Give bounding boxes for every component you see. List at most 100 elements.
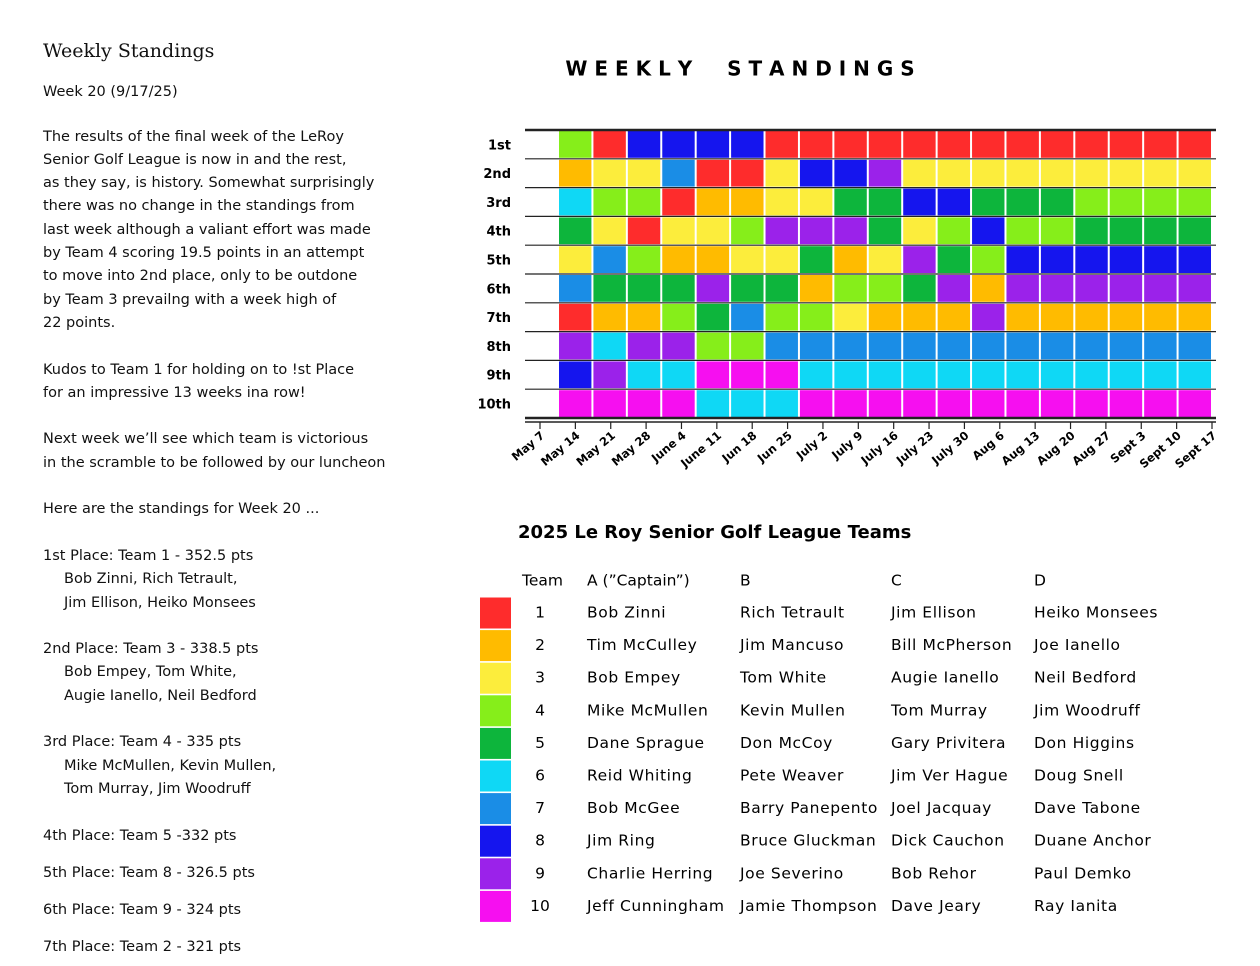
week-line: Week 20 (9/17/25): [43, 84, 178, 101]
player-name: Bob Zinni: [587, 604, 666, 622]
player-name: Bob McGee: [587, 799, 680, 817]
date-label: July 2: [793, 428, 830, 462]
player-name: Don Higgins: [1034, 734, 1135, 752]
rank-cell: [937, 332, 971, 360]
rank-cell: [662, 361, 695, 389]
rank-cell: [662, 188, 695, 216]
player-name: Doug Snell: [1034, 767, 1124, 785]
rank-cell: [662, 332, 695, 360]
rank-cell: [799, 361, 833, 389]
rank-cell: [696, 188, 730, 216]
rank-cell: [662, 303, 695, 331]
rank-cell: [765, 188, 798, 216]
rank-label: 7th: [486, 311, 511, 326]
team-number: 7: [535, 799, 545, 817]
rank-cell: [559, 361, 592, 389]
rank-cell: [1006, 246, 1039, 273]
place-line: 1st Place: Team 1 - 352.5 pts: [43, 547, 254, 564]
team-swatch: [480, 825, 511, 857]
text-line: 22 points.: [43, 314, 116, 331]
player-name: Joe Severino: [739, 864, 844, 882]
rank-cell: [1109, 390, 1143, 417]
rank-cell: [868, 188, 902, 216]
date-label: Jun 18: [718, 428, 759, 466]
rank-cell: [868, 159, 902, 187]
text-line: for an impressive 13 weeks ina row!: [43, 384, 306, 401]
standing: 7th Place: Team 2 - 321 pts: [43, 936, 443, 959]
rank-cell: [1178, 246, 1211, 273]
rank-cell: [1109, 159, 1143, 187]
rank-cell: [834, 361, 867, 389]
player-name: Bill McPherson: [891, 636, 1012, 654]
place-line: 4th Place: Team 5 -332 pts: [43, 827, 237, 844]
rank-cell: [903, 275, 936, 302]
date-label: July 23: [893, 428, 936, 468]
place-line: 6th Place: Team 9 - 324 pts: [43, 902, 242, 919]
player-name: Tom White: [739, 669, 827, 687]
rank-cell: [1178, 332, 1211, 360]
player-name: Joel Jacquay: [890, 799, 992, 817]
text-line: in the scramble to be followed by our lu…: [43, 454, 386, 471]
text-line: Next week we’ll see which team is victor…: [43, 431, 369, 448]
rank-cell: [1075, 159, 1108, 187]
player-name: Dick Cauchon: [891, 832, 1005, 850]
rank-cell: [1178, 275, 1211, 302]
rank-cell: [662, 275, 695, 302]
rank-cell: [937, 275, 971, 302]
standing: 4th Place: Team 5 -332 pts: [43, 825, 443, 848]
table-header: B: [740, 572, 751, 590]
rank-cell: [1144, 275, 1177, 302]
date-label: July 16: [857, 428, 900, 468]
rank-cell: [1075, 361, 1108, 389]
rank-cell: [1075, 303, 1108, 331]
team-swatch: [480, 760, 511, 792]
rank-cell: [1040, 131, 1074, 158]
rank-cell: [1178, 159, 1211, 187]
rank-label: 10th: [477, 398, 511, 413]
rank-cell: [972, 131, 1005, 158]
text-line: Senior Golf League is now in and the res…: [43, 151, 347, 168]
rank-cell: [972, 332, 1005, 360]
rank-cell: [868, 217, 902, 245]
rank-cell: [765, 217, 798, 245]
team-swatch: [480, 727, 511, 759]
player-name: Jeff Cunningham: [586, 897, 725, 915]
team-number: 3: [535, 669, 545, 687]
date-label: Aug 20: [1034, 428, 1078, 468]
team-members: Tom Murray, Jim Woodruff: [64, 780, 251, 797]
rank-cell: [1006, 275, 1039, 302]
rank-cell: [1006, 361, 1039, 389]
player-name: Pete Weaver: [740, 767, 844, 785]
player-name: Jim Ellison: [890, 604, 977, 622]
text-line: last week although a valiant effort was …: [43, 221, 371, 238]
rank-cell: [972, 159, 1005, 187]
rank-cell: [1075, 188, 1108, 216]
article-title: Weekly Standings: [43, 40, 215, 62]
place-line: 7th Place: Team 2 - 321 pts: [43, 939, 242, 956]
rank-cell: [972, 303, 1005, 331]
rank-cell: [593, 217, 626, 245]
date-label: Aug 13: [999, 428, 1043, 468]
rank-cell: [937, 217, 971, 245]
rank-cell: [1075, 332, 1108, 360]
rank-cell: [903, 246, 936, 273]
rank-cell: [696, 332, 730, 360]
rank-cell: [799, 159, 833, 187]
rank-cell: [903, 303, 936, 331]
rank-cell: [765, 303, 798, 331]
rank-cell: [937, 303, 971, 331]
text-line: by Team 3 prevailng with a week high of: [43, 291, 337, 308]
rank-cell: [559, 332, 592, 360]
rank-cell: [627, 390, 661, 417]
rank-cell: [765, 131, 798, 158]
rank-cell: [593, 361, 626, 389]
rank-cell: [1075, 217, 1108, 245]
text-line: to move into 2nd place, only to be outdo…: [43, 268, 358, 285]
player-name: Bruce Gluckman: [740, 832, 876, 850]
rank-cell: [765, 159, 798, 187]
rank-cell: [1144, 390, 1177, 417]
rank-cell: [1006, 131, 1039, 158]
rank-label: 4th: [486, 225, 511, 240]
rank-cell: [731, 159, 764, 187]
rank-cell: [1006, 188, 1039, 216]
